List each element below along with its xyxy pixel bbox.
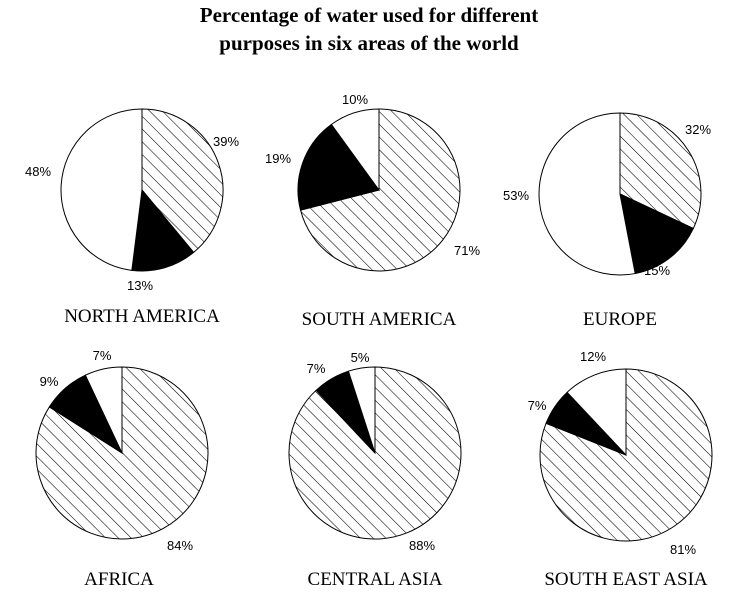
- slice-label-south-america-empty: 10%: [342, 92, 368, 107]
- slice-label-central-asia-empty: 5%: [351, 350, 370, 365]
- region-label-south-east-asia: SOUTH EAST ASIA: [544, 569, 708, 590]
- pie-slice-europe-solid: [619, 193, 694, 275]
- slice-label-south-america-hatched: 71%: [454, 243, 480, 258]
- pie-central-asia: 88% 7% 5% CENTRAL ASIA: [288, 350, 462, 590]
- slice-label-north-america-solid: 13%: [127, 278, 153, 293]
- slice-label-central-asia-solid: 7%: [307, 361, 326, 376]
- pie-slice-south-east-asia-empty: [566, 368, 627, 457]
- pie-slice-south-america-hatched: [299, 108, 461, 272]
- region-label-south-america: SOUTH AMERICA: [302, 309, 457, 330]
- pie-slice-central-asia-empty: [347, 366, 376, 454]
- pie-slice-europe-empty: [538, 112, 636, 276]
- region-label-central-asia: CENTRAL ASIA: [308, 569, 443, 590]
- slice-label-europe-hatched: 32%: [685, 122, 711, 137]
- pie-slice-africa-empty: [84, 366, 123, 454]
- slice-label-south-east-asia-solid: 7%: [528, 398, 547, 413]
- pie-africa: 84% 9% 7% AFRICA: [35, 348, 209, 590]
- slice-label-europe-empty: 53%: [503, 188, 529, 203]
- region-label-europe: EUROPE: [583, 309, 657, 330]
- pie-slice-north-america-solid: [131, 188, 195, 272]
- slice-label-africa-empty: 7%: [93, 348, 112, 363]
- pie-north-america: 39% 13% 48% NORTH AMERICA: [25, 108, 239, 327]
- slice-label-south-east-asia-empty: 12%: [580, 349, 606, 364]
- chart-title-line-1: Percentage of water used for different: [200, 3, 538, 27]
- slice-label-africa-hatched: 84%: [167, 538, 193, 553]
- pie-slice-north-america-empty: [60, 108, 143, 271]
- pie-slice-south-america-solid: [297, 123, 380, 211]
- pie-slice-north-america-hatched: [141, 108, 224, 254]
- slice-label-north-america-empty: 48%: [25, 164, 51, 179]
- region-label-africa: AFRICA: [84, 569, 154, 590]
- pie-slice-south-america-empty: [330, 108, 380, 192]
- slice-label-central-asia-hatched: 88%: [409, 538, 435, 553]
- pie-south-america: 71% 19% 10% SOUTH AMERICA: [265, 92, 480, 330]
- slice-label-south-america-solid: 19%: [265, 151, 291, 166]
- slice-label-north-america-hatched: 39%: [213, 134, 239, 149]
- slice-label-south-east-asia-hatched: 81%: [670, 542, 696, 557]
- pie-south-east-asia: 81% 7% 12% SOUTH EAST ASIA: [528, 349, 713, 590]
- region-label-north-america: NORTH AMERICA: [64, 306, 220, 327]
- slice-label-africa-solid: 9%: [40, 374, 59, 389]
- slice-label-europe-solid: 15%: [644, 263, 670, 278]
- pie-europe: 32% 15% 53% EUROPE: [503, 112, 711, 330]
- pie-slice-europe-hatched: [619, 112, 702, 230]
- chart-title-line-2: purposes in six areas of the world: [219, 31, 519, 55]
